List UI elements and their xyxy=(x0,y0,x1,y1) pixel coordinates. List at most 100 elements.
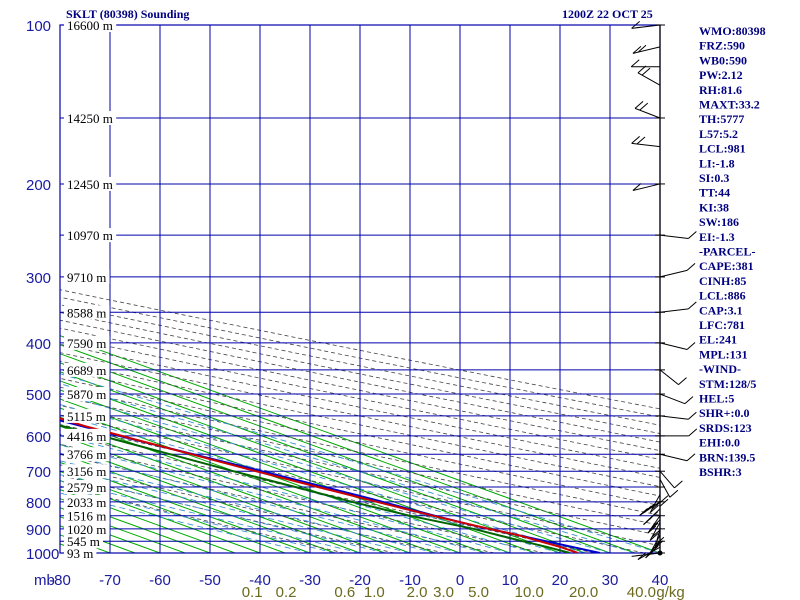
index-item: KI:38 xyxy=(699,200,729,214)
height-label: 9710 m xyxy=(67,270,106,285)
temperature-tick-label: -40 xyxy=(249,572,271,589)
index-item: BRN:139.5 xyxy=(699,450,755,464)
wind-barb-feather xyxy=(649,522,659,531)
isotherm-line xyxy=(60,443,361,553)
wind-barb-feather xyxy=(688,411,697,420)
pressure-unit-label: mb xyxy=(34,572,55,589)
isotherm-line xyxy=(60,362,586,553)
temperature-tick-label: -80 xyxy=(49,572,71,589)
wind-barb xyxy=(659,470,675,489)
height-label-bg xyxy=(64,521,110,536)
wind-barb-feather xyxy=(637,44,647,53)
wind-barb-feather xyxy=(643,505,652,514)
wind-barb-feather xyxy=(688,301,697,310)
wind-barb-feather xyxy=(654,540,664,549)
temperature-tick-label: 10 xyxy=(502,572,519,589)
wind-barb xyxy=(649,494,661,513)
wind-barb-feather xyxy=(678,377,687,385)
wind-barb-feather xyxy=(688,231,697,239)
wind-barb-feather xyxy=(641,67,651,76)
wind-barb xyxy=(659,308,689,313)
pressure-tick-label: 200 xyxy=(26,177,51,194)
observation-time: 1200Z 22 OCT 25 xyxy=(562,7,653,21)
isotherm-line xyxy=(60,398,486,553)
station-title: SKLT (80398) Sounding xyxy=(66,7,189,21)
index-item: SRDS:123 xyxy=(699,421,752,435)
height-label-bg xyxy=(64,228,117,243)
wind-barb-feather xyxy=(636,136,646,145)
index-item: WB0:590 xyxy=(699,53,747,67)
height-label: 7590 m xyxy=(67,336,106,351)
height-label: 545 m xyxy=(67,534,100,549)
wind-barb-feather xyxy=(649,511,659,520)
temperature-tick-label: -30 xyxy=(299,572,321,589)
mixing-ratio-label: 5.0 xyxy=(468,584,489,600)
index-item: LFC:781 xyxy=(699,318,745,332)
wind-barb xyxy=(659,234,689,239)
wind-barb-feather xyxy=(688,428,698,437)
index-item: STM:128/5 xyxy=(699,377,756,391)
index-item: CAP:3.1 xyxy=(699,303,743,317)
wind-barb-feather xyxy=(649,533,659,541)
wind-barb xyxy=(659,415,689,420)
wind-barb-feather xyxy=(634,100,644,109)
height-label-bg xyxy=(64,269,110,284)
mixing-ratio-label: 40.0 xyxy=(627,584,656,600)
index-item: LCL:886 xyxy=(699,289,746,303)
height-label: 8588 m xyxy=(67,305,106,320)
index-item: MAXT:33.2 xyxy=(699,98,760,112)
height-label-bg xyxy=(64,464,110,479)
wind-barb xyxy=(654,528,661,548)
wind-barb xyxy=(634,107,661,119)
index-item: EI:-1.3 xyxy=(699,230,735,244)
wind-barb-feather xyxy=(686,453,696,462)
index-item: EL:241 xyxy=(699,333,737,347)
height-label: 1020 m xyxy=(67,522,106,537)
wind-barb-feather xyxy=(669,489,679,498)
wind-barb-feather xyxy=(651,529,661,538)
isotherm-line xyxy=(0,25,10,553)
isotherm-line xyxy=(60,407,461,553)
index-item: CINH:85 xyxy=(699,274,746,288)
pressure-tick-label: 1000 xyxy=(26,546,59,563)
moist-adiabat-line xyxy=(60,480,361,553)
wind-barb xyxy=(659,393,686,405)
dewpoint-profile-line xyxy=(60,424,571,553)
isotherm-line xyxy=(60,416,436,553)
height-label: 14250 m xyxy=(67,111,113,126)
wind-barb xyxy=(649,522,661,541)
moist-adiabat-line xyxy=(60,452,461,553)
index-item: CAPE:381 xyxy=(699,259,754,273)
mixing-ratio-label: 10.0 xyxy=(515,584,544,600)
height-label: 93 m xyxy=(67,546,93,561)
index-item: MPL:131 xyxy=(699,347,748,361)
wind-barbs xyxy=(630,20,698,560)
index-item: L57:5.2 xyxy=(699,127,738,141)
mixing-ratio-unit: g/kg xyxy=(656,584,684,600)
isotherm-line xyxy=(60,425,411,553)
isotherm-line xyxy=(60,380,536,553)
moist-adiabat-line xyxy=(60,383,636,553)
height-label-bg xyxy=(64,428,110,443)
wind-barb xyxy=(649,534,661,554)
moist-adiabat-line xyxy=(60,486,336,553)
wind-barb-feather xyxy=(686,262,696,271)
height-label: 10970 m xyxy=(67,228,113,243)
height-label: 12450 m xyxy=(67,177,113,192)
mixing-ratio-label: 0.2 xyxy=(276,584,297,600)
wind-barb xyxy=(631,24,661,29)
height-label-bg xyxy=(64,534,103,549)
isotherm-line xyxy=(60,344,636,553)
pressure-tick-label: 400 xyxy=(26,336,51,353)
wind-barb-feather xyxy=(652,519,661,527)
height-label: 2579 m xyxy=(67,480,106,495)
moist-adiabat-line xyxy=(60,404,586,553)
moist-adiabat-line xyxy=(60,460,436,553)
height-label-bg xyxy=(64,480,110,495)
temperature-tick-label: 0 xyxy=(456,572,464,589)
height-label: 3766 m xyxy=(67,447,106,462)
index-item: BSHR:3 xyxy=(699,465,742,479)
wind-barb xyxy=(659,453,688,462)
